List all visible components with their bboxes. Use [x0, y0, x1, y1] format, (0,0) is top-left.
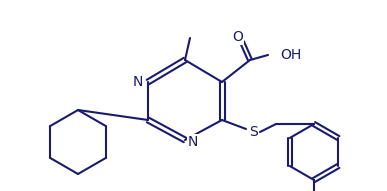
Text: O: O	[233, 30, 243, 44]
Text: S: S	[250, 125, 259, 139]
Text: N: N	[188, 135, 199, 149]
Text: N: N	[133, 75, 143, 89]
Text: OH: OH	[280, 48, 301, 62]
